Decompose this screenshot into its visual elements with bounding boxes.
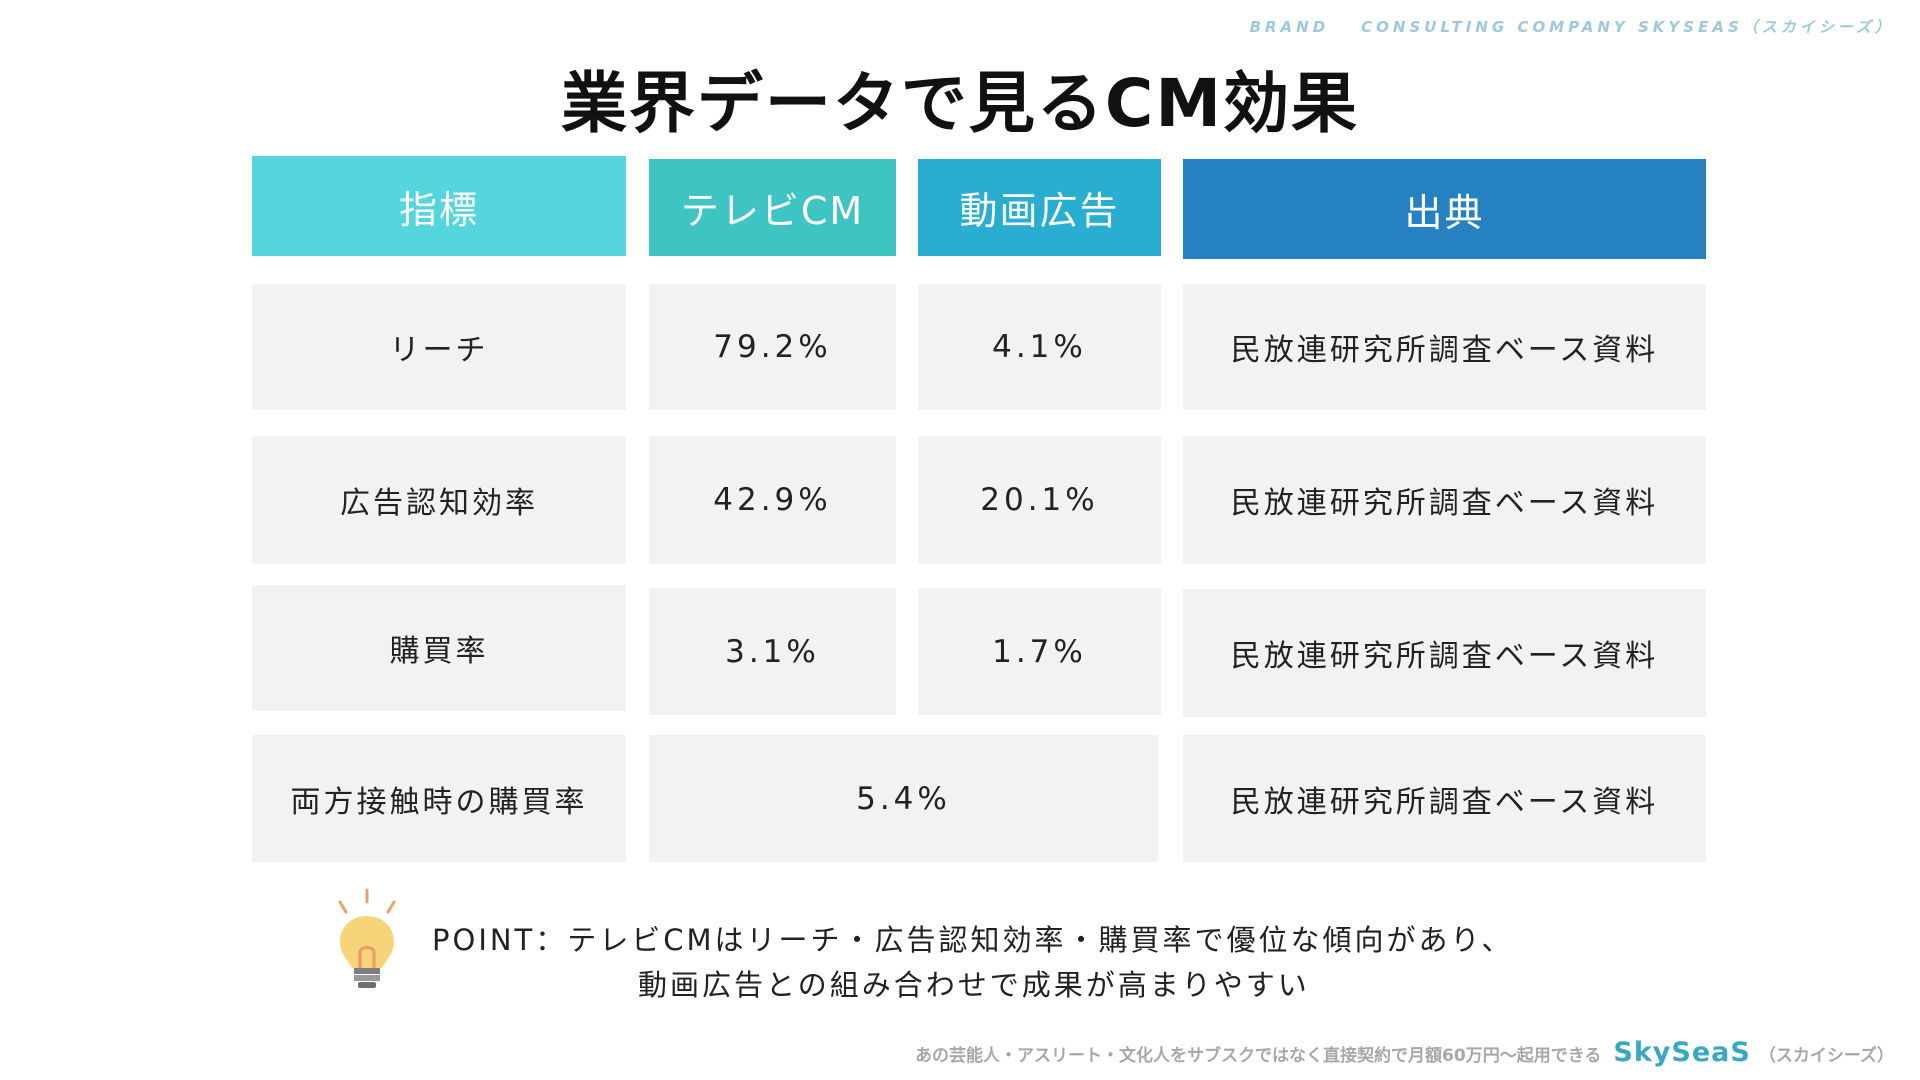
row-reach-label: リーチ — [252, 284, 626, 410]
row-reach-source: 民放連研究所調査ベース資料 — [1183, 284, 1706, 410]
row-awareness-source: 民放連研究所調査ベース資料 — [1183, 436, 1706, 564]
row-purchase-label: 購買率 — [252, 585, 626, 711]
point-line-2: 動画広告との組み合わせで成果が高まりやすい — [638, 968, 1310, 1002]
page-title: 業界データで見るCM効果 — [560, 65, 1360, 142]
row-reach-tv: 79.2% — [649, 284, 896, 410]
point-text: POINT：テレビCMはリーチ・広告認知効率・購買率で優位な傾向があり、 動画広… — [432, 918, 1513, 1008]
row-reach-video: 4.1% — [918, 284, 1161, 410]
footer: あの芸能人・アスリート・文化人をサブスクではなく直接契約で月額60万円〜起用でき… — [915, 1037, 1894, 1068]
brand-company: CONSULTING COMPANY SKYSEAS（スカイシーズ） — [1361, 18, 1894, 36]
row-awareness-label: 広告認知効率 — [252, 436, 626, 564]
point-line-1: POINT：テレビCMはリーチ・広告認知効率・購買率で優位な傾向があり、 — [432, 923, 1514, 957]
header-indicator: 指標 — [252, 156, 626, 256]
skyseas-logo: SkySeaS — [1613, 1037, 1750, 1068]
brand-header: BRAND CONSULTING COMPANY SKYSEAS（スカイシーズ） — [1250, 16, 1894, 37]
header-video-ad: 動画広告 — [918, 159, 1161, 256]
header-tv-cm: テレビCM — [649, 159, 896, 256]
logo-part-sky: Sky — [1613, 1037, 1672, 1068]
lightbulb-icon — [332, 888, 402, 998]
header-source: 出典 — [1183, 159, 1706, 259]
row-purchase-source: 民放連研究所調査ベース資料 — [1183, 589, 1706, 717]
row-awareness-tv: 42.9% — [649, 436, 896, 564]
row-combined-source: 民放連研究所調査ベース資料 — [1183, 735, 1706, 862]
row-combined-label: 両方接触時の購買率 — [252, 735, 626, 862]
row-awareness-video: 20.1% — [918, 436, 1161, 564]
row-combined-value: 5.4% — [649, 735, 1158, 862]
brand-label: BRAND — [1249, 18, 1330, 36]
row-purchase-tv: 3.1% — [649, 588, 896, 715]
row-purchase-video: 1.7% — [918, 588, 1161, 715]
footer-suffix: （スカイシーズ） — [1758, 1046, 1894, 1066]
footer-tagline: あの芸能人・アスリート・文化人をサブスクではなく直接契約で月額60万円〜起用でき… — [915, 1046, 1602, 1066]
logo-part-seas: SeaS — [1671, 1037, 1751, 1068]
